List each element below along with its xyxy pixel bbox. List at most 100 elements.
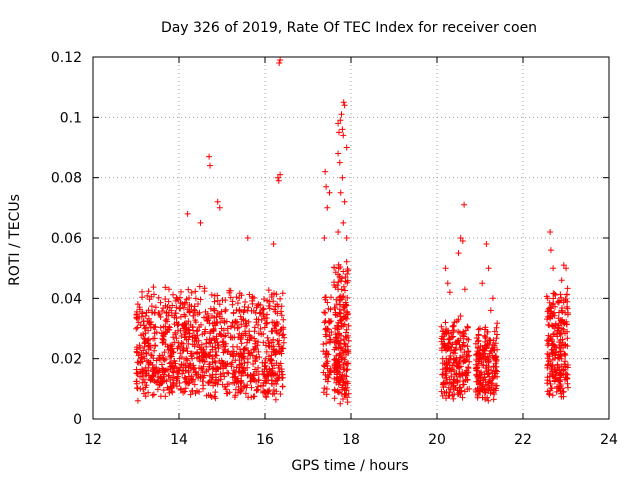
data-point (274, 174, 281, 181)
data-point (213, 320, 220, 327)
data-point (484, 394, 491, 401)
data-point (219, 338, 226, 345)
data-point (337, 189, 344, 196)
data-point (185, 318, 192, 325)
data-point (260, 313, 267, 320)
data-point (482, 345, 489, 352)
data-point (161, 357, 168, 364)
data-point (270, 348, 277, 355)
data-point (266, 387, 273, 394)
data-point (493, 382, 500, 389)
data-point (337, 117, 344, 124)
data-point (335, 279, 342, 285)
data-point (438, 323, 445, 330)
data-point (216, 301, 223, 308)
data-point (177, 313, 184, 320)
data-point (154, 379, 161, 385)
data-point (246, 291, 253, 298)
data-point (161, 349, 168, 356)
data-point (231, 319, 238, 326)
data-point (278, 345, 285, 352)
data-point (152, 343, 158, 349)
data-point (439, 360, 446, 367)
data-point (323, 391, 330, 398)
data-point (143, 309, 150, 316)
data-point (338, 390, 345, 397)
data-point (547, 310, 553, 317)
data-point (560, 262, 567, 269)
data-point (143, 350, 150, 357)
data-point (477, 325, 483, 332)
data-point (344, 399, 351, 406)
data-point (335, 377, 342, 384)
data-points (133, 57, 571, 407)
data-point (494, 346, 501, 353)
data-point (322, 294, 328, 301)
data-point (461, 331, 468, 338)
data-point (193, 368, 199, 375)
data-point (166, 304, 173, 311)
data-point (345, 322, 352, 329)
data-point (144, 357, 150, 364)
data-point (205, 314, 212, 321)
data-point (214, 292, 221, 299)
data-point (336, 297, 343, 304)
data-point (320, 341, 327, 348)
x-tick-label: 24 (600, 432, 618, 448)
data-point (256, 310, 263, 317)
data-point (175, 296, 182, 303)
chart-title: Day 326 of 2019, Rate Of TEC Index for r… (161, 20, 537, 36)
data-point (196, 324, 203, 330)
data-point (337, 373, 344, 380)
data-point (206, 339, 212, 346)
data-point (449, 323, 456, 330)
data-point (147, 319, 154, 325)
data-point (144, 337, 151, 344)
data-point (149, 309, 156, 316)
data-point (453, 355, 460, 362)
data-point (255, 364, 262, 371)
data-point (232, 318, 239, 325)
data-point (476, 381, 482, 388)
data-point (265, 342, 272, 349)
data-point (137, 359, 144, 366)
data-point (462, 357, 469, 364)
data-point (203, 392, 210, 399)
data-point (333, 344, 340, 351)
data-point (321, 385, 328, 392)
data-point (198, 365, 204, 372)
data-point (166, 389, 173, 396)
data-point (324, 204, 331, 211)
data-point (461, 201, 468, 208)
data-point (473, 378, 480, 385)
data-point (240, 353, 246, 360)
data-point (218, 357, 225, 364)
data-point (184, 306, 191, 313)
data-point (485, 370, 492, 377)
data-point (344, 394, 351, 401)
data-point (445, 384, 452, 391)
data-point (271, 290, 277, 297)
data-point (343, 258, 350, 265)
data-point (158, 361, 165, 368)
data-point (191, 309, 198, 316)
data-point (454, 338, 461, 345)
data-point (255, 383, 261, 390)
data-point (455, 250, 462, 257)
data-point (160, 387, 167, 394)
data-point (176, 355, 183, 362)
data-point (230, 353, 237, 360)
data-point (162, 317, 169, 324)
data-point (484, 354, 491, 361)
data-point (195, 301, 201, 307)
data-point (192, 335, 199, 342)
data-point (461, 357, 468, 364)
data-point (339, 174, 346, 181)
data-point (134, 397, 141, 404)
data-point (443, 395, 449, 402)
x-tick-label: 22 (514, 432, 532, 448)
data-point (546, 373, 553, 380)
data-point (461, 342, 468, 349)
data-point (192, 319, 199, 326)
